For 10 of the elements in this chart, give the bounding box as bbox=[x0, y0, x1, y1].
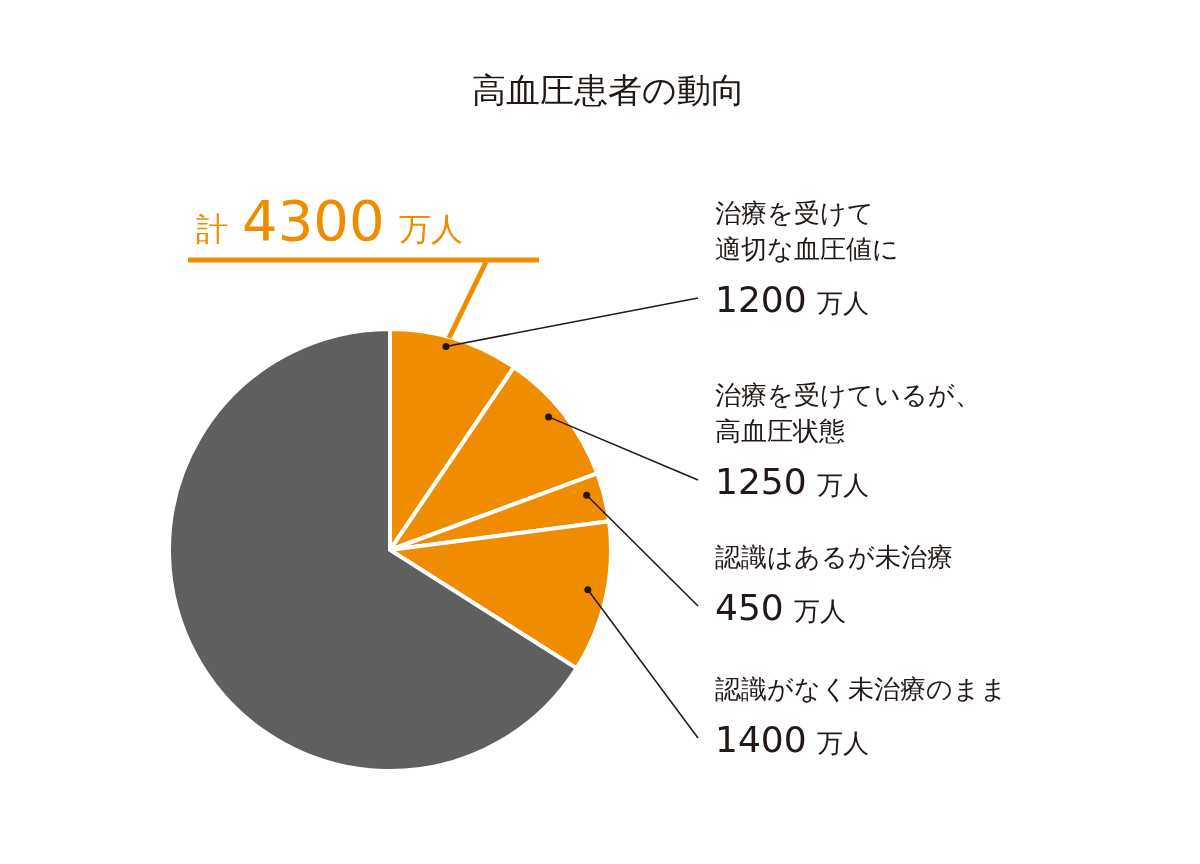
slice-label: 治療を受けて適切な血圧値に bbox=[715, 198, 899, 264]
slice-label: 認識がなく未治療のまま bbox=[715, 674, 1007, 704]
data-label: 1200 万人 bbox=[715, 279, 869, 320]
slice-label: 認識はあるが未治療 bbox=[715, 542, 953, 572]
data-label: 1250 万人 bbox=[715, 461, 869, 502]
slice-label: 治療を受けているが、高血圧状態 bbox=[715, 380, 981, 446]
data-label: 450 万人 bbox=[715, 587, 846, 628]
chart-title: 高血圧患者の動向 bbox=[470, 69, 746, 112]
data-label: 1400 万人 bbox=[715, 719, 869, 760]
text: 計 4300 万人 bbox=[196, 188, 463, 253]
